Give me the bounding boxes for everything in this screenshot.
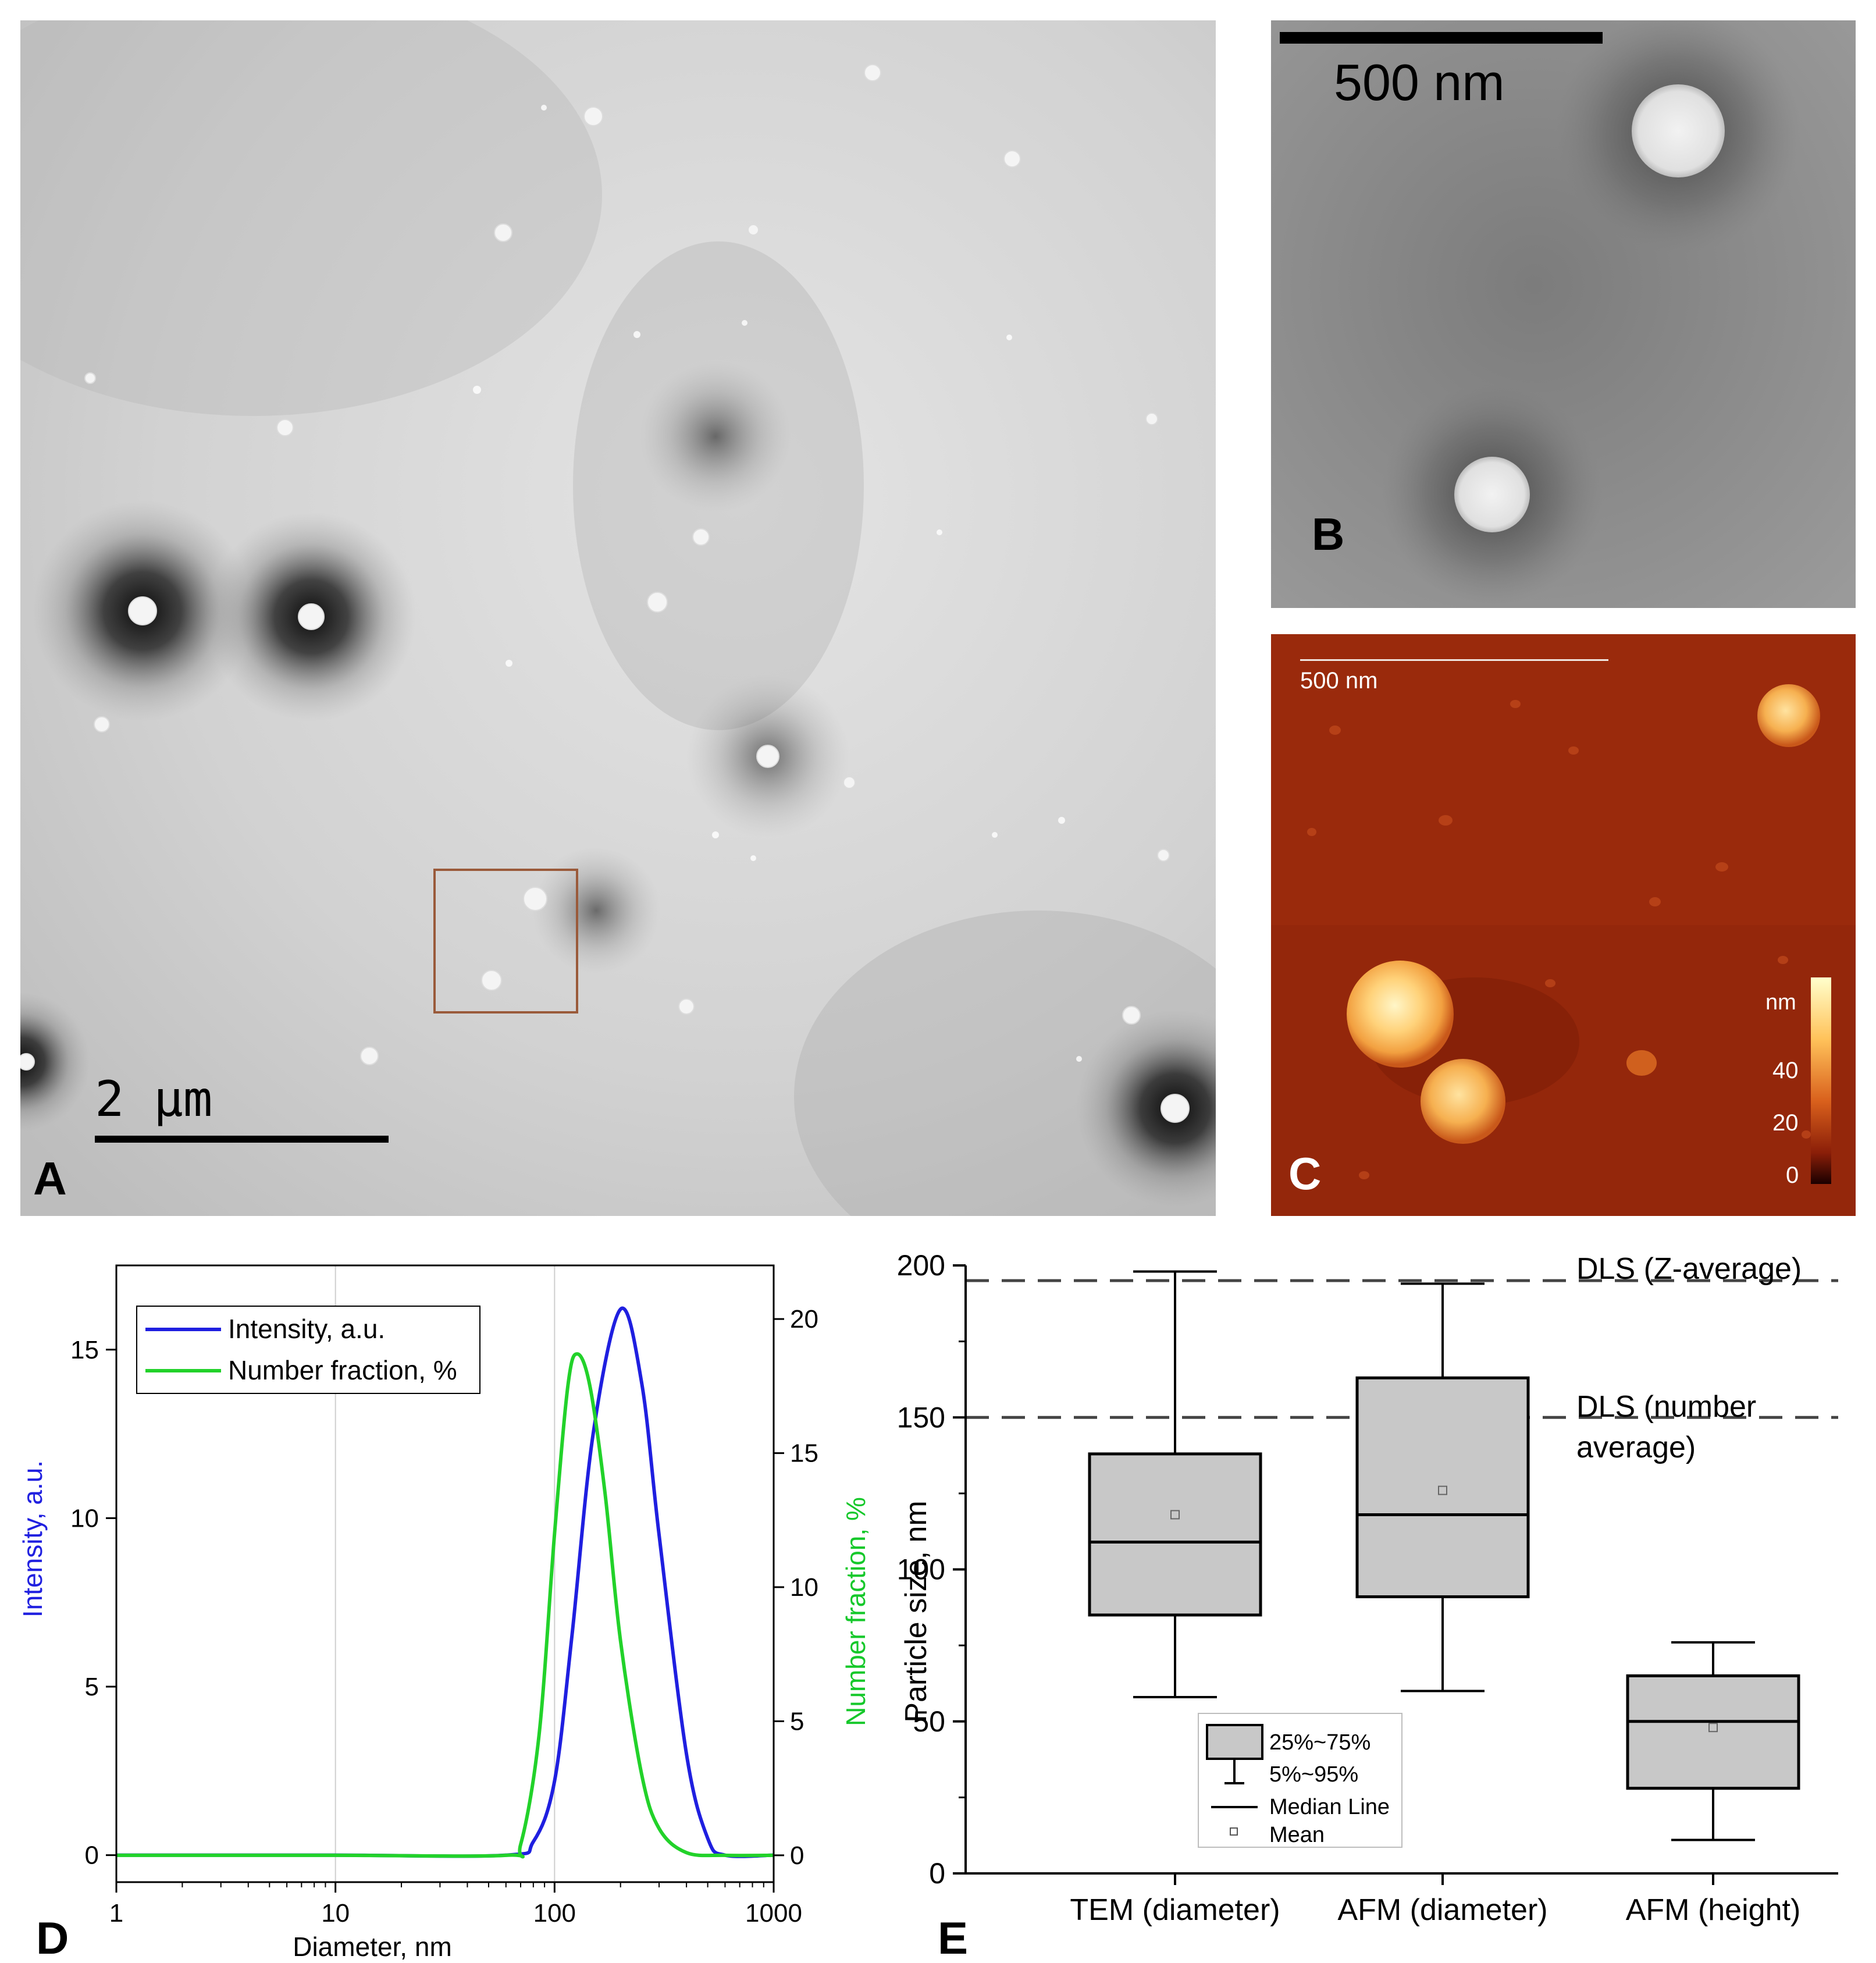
tem-zoom-image (1271, 20, 1856, 608)
y-left-tick-label-5: 5 (85, 1673, 99, 1701)
legend-label-box: 25%~75% (1269, 1730, 1370, 1755)
y-tick-label-50: 50 (913, 1705, 945, 1738)
panel-label-b: B (1312, 508, 1345, 560)
zoom-region-box (433, 869, 578, 1013)
y-right-tick-label-20: 20 (790, 1305, 818, 1333)
panel-label-c: C (1288, 1148, 1322, 1199)
tem-overview-image (20, 20, 1216, 1216)
legend-swatch-box (1206, 1724, 1263, 1760)
scale-bar-label: 500 nm (1300, 668, 1378, 694)
x-category-label: AFM (diameter) (1337, 1893, 1547, 1927)
ref-line-number-average-label-2: average) (1576, 1431, 1696, 1464)
panel-b-tem-zoom: 500 nm B (1271, 20, 1856, 608)
x-tick-label-1: 1 (109, 1899, 123, 1928)
y-right-tick-label-5: 5 (790, 1707, 804, 1736)
panel-label-d: D (36, 1912, 69, 1963)
legend-label-mean: Mean (1269, 1823, 1325, 1847)
x-tick-label-10: 10 (321, 1899, 350, 1928)
legend-label-whisker: 5%~95% (1269, 1762, 1358, 1787)
y-right-tick-label-0: 0 (790, 1841, 804, 1870)
y-right-tick-label-10: 10 (790, 1573, 818, 1602)
panel-e-boxplot: 0 50 100 150 200 TEM (diameter) AFM (diameter)… (884, 1239, 1876, 1963)
legend-label-number: Number fraction, % (228, 1355, 457, 1385)
number-fraction-curve (116, 1352, 774, 1859)
colorbar (1811, 977, 1831, 1184)
legend-swatch-mean (1230, 1827, 1238, 1836)
particle-size-boxplot: 0 50 100 150 200 TEM (diameter) AFM (diameter)… (897, 1249, 1838, 1963)
panel-c-afm-image: 500 nm nm 40 20 0 C (1271, 634, 1856, 1216)
y-left-tick-label-0: 0 (85, 1841, 99, 1870)
y-tick-label-150: 150 (897, 1401, 945, 1434)
y-axis-label: Particle size, nm (899, 1500, 933, 1722)
scale-bar (1280, 32, 1603, 44)
y-tick-label-200: 200 (897, 1249, 945, 1282)
mean-marker (1438, 1485, 1447, 1495)
afm-height-image (1271, 634, 1856, 1216)
x-tick-label-1000: 1000 (745, 1899, 802, 1928)
y-left-tick-label-10: 10 (70, 1504, 99, 1532)
colorbar-tick-0: 0 (1786, 1162, 1799, 1188)
boxplot-legend: 25%~75% 5%~95% Median Line Mean (1198, 1713, 1402, 1848)
panel-a-tem-image: 2 µm A (20, 20, 1216, 1216)
x-axis-label: Diameter, nm (293, 1932, 452, 1962)
ref-line-number-average-label-1: DLS (number (1576, 1390, 1756, 1424)
panel-label-e: E (938, 1912, 968, 1963)
y-axis-left-label: Intensity, a.u. (17, 1460, 48, 1617)
y-right-tick-label-15: 15 (790, 1439, 818, 1468)
ref-line-z-average-label: DLS (Z-average) (1576, 1252, 1802, 1286)
legend-label-median: Median Line (1269, 1795, 1390, 1819)
mean-marker (1708, 1723, 1718, 1733)
scale-bar (95, 1136, 389, 1143)
colorbar-tick-40: 40 (1772, 1058, 1799, 1083)
x-tick-label-100: 100 (533, 1899, 576, 1928)
scale-bar-label: 2 µm (95, 1071, 213, 1128)
legend-label-intensity: Intensity, a.u. (228, 1314, 385, 1344)
y-tick-label-100: 100 (897, 1553, 945, 1586)
y-axis-right-label: Number fraction, % (841, 1497, 871, 1726)
scale-bar-label: 500 nm (1334, 54, 1505, 111)
y-tick-label-0: 0 (929, 1857, 945, 1890)
panel-d-dls-chart: 1 10 100 1000 0 5 10 15 0 5 10 15 20 Intensity, a.u.… (0, 1239, 884, 1963)
dls-distribution-chart: 1 10 100 1000 0 5 10 15 0 5 10 15 20 Intensity, a.u.… (17, 1264, 871, 1963)
y-left-tick-label-15: 15 (70, 1336, 99, 1364)
x-category-label: TEM (diameter) (1070, 1893, 1280, 1927)
mean-marker (1170, 1510, 1180, 1520)
panel-label-a: A (33, 1153, 67, 1204)
colorbar-unit: nm (1765, 990, 1796, 1015)
scale-bar (1300, 659, 1608, 661)
x-category-label: AFM (height) (1626, 1893, 1801, 1927)
colorbar-tick-20: 20 (1772, 1110, 1799, 1136)
box-iqr (1088, 1452, 1262, 1617)
legend-box (136, 1306, 480, 1394)
box-iqr (1355, 1376, 1530, 1599)
